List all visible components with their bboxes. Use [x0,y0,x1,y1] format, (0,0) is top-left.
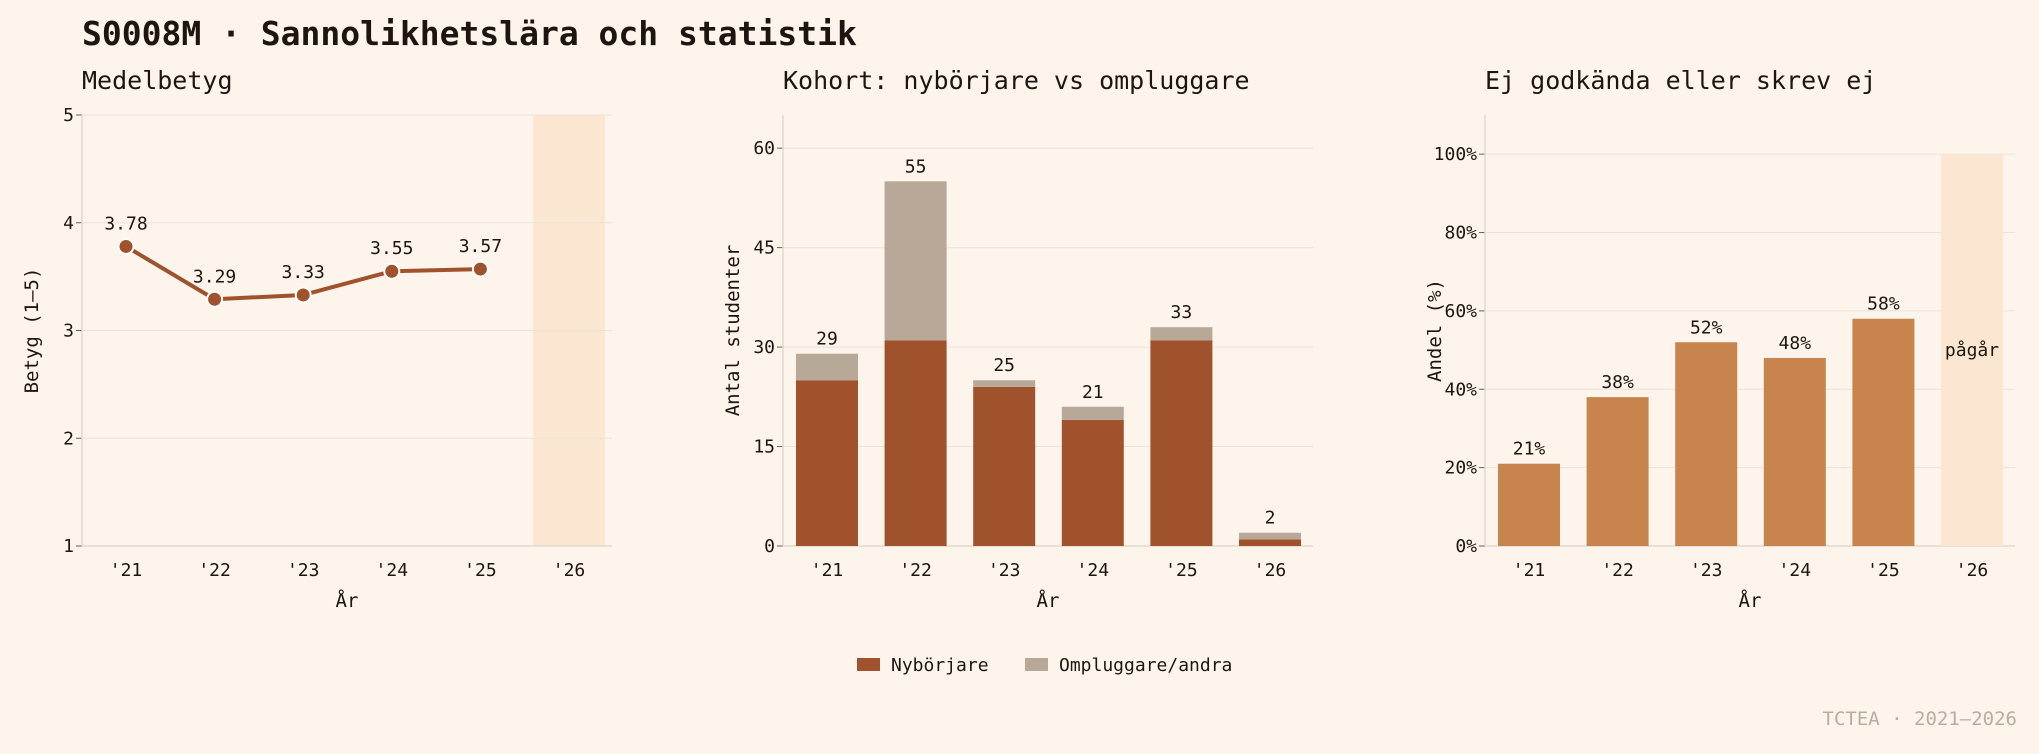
y-tick-label: 45 [753,238,775,259]
panel-title-ej-godkanda: Ej godkända eller skrev ej [1485,66,1877,95]
panel-title-kohort: Kohort: nybörjare vs ompluggare [783,66,1250,95]
y-tick-label: 100% [1434,144,1478,165]
ongoing-bar [1941,154,2003,546]
bar-fail-share [1586,397,1649,546]
bar-ompluggare [796,353,858,381]
page-title: S0008M · Sannolikhetslära och statistik [82,14,857,53]
x-tick-label: '26 [1956,560,1989,581]
x-tick-label: '25 [1867,560,1900,581]
y-tick-label: 3 [63,321,74,342]
bar-fail-share [1675,342,1738,546]
bar-total-label: 21 [1082,382,1104,403]
bar-ompluggare [1150,327,1213,341]
legend: Nybörjare Ompluggare/andra [857,655,1232,676]
x-tick-label: '23 [988,560,1021,581]
x-tick-label: '24 [1077,560,1110,581]
data-label: 3.29 [193,266,236,287]
y-tick-label: 0 [764,536,775,557]
chart-kohort: 0 15 30 45 60 '21 '22 '23 '24 '25 '26 År Antal stude… [722,115,1313,612]
y-tick-label: 0% [1455,536,1477,557]
data-point [383,262,401,280]
data-point [471,260,489,278]
bar-nyborjare [796,380,858,546]
x-tick-label: '24 [1779,560,1812,581]
y-axis-label: Andel (%) [1424,279,1446,382]
y-tick-label: 40% [1444,379,1477,400]
x-tick-label: '24 [376,560,409,581]
x-tick-label: '23 [1690,560,1723,581]
legend-label-nyborjare: Nybörjare [891,655,989,676]
x-tick-label: '26 [553,560,586,581]
bar-ompluggare [1239,532,1301,540]
bar-total-label: 29 [816,329,838,350]
bar-nyborjare [1061,420,1124,546]
bar-ompluggare [884,181,947,341]
data-point [206,290,224,308]
panel-title-medelbetyg: Medelbetyg [82,66,233,95]
data-point [294,286,312,304]
x-tick-label: '22 [899,560,932,581]
y-tick-label: 30 [753,337,775,358]
bar-nyborjare [973,386,1036,546]
bar-ompluggare [1061,406,1124,421]
legend-label-ompluggare: Ompluggare/andra [1059,655,1232,676]
data-label: 3.78 [104,213,147,234]
y-tick-label: 15 [753,437,775,458]
y-tick-label: 5 [63,105,74,126]
y-tick-label: 60 [753,138,775,159]
x-tick-label: '21 [811,560,844,581]
x-tick-label: '21 [1513,560,1546,581]
y-tick-label: 80% [1444,223,1477,244]
legend-swatch-ompluggare [1025,658,1048,671]
data-label: 3.33 [282,262,325,283]
bar-nyborjare [884,340,947,546]
y-tick-label: 2 [63,428,74,449]
bar-fail-share [1852,318,1915,546]
y-axis-label: Betyg (1–5) [21,268,43,394]
x-tick-label: '22 [198,560,231,581]
x-axis-label: År [1037,589,1060,612]
chart-medelbetyg: 1 2 3 4 5 '21 '22 '23 '24 '25 '26 År Betyg (1–5) 3.78… [21,105,612,612]
chart-ej-godkanda: 0% 20% 40% 60% 80% 100% '21 '22 '23 '24 '25 '26 År An… [1424,115,2015,612]
x-tick-label: '21 [110,560,143,581]
bar-fail-share [1763,357,1826,546]
data-label: 58% [1867,294,1900,315]
x-tick-label: '25 [1165,560,1198,581]
x-axis-label: År [336,589,359,612]
bar-total-label: 33 [1171,302,1193,323]
bar-total-label: 25 [993,355,1015,376]
data-label: 21% [1513,439,1546,460]
y-axis-label: Antal studenter [722,245,744,417]
bar-total-label: 2 [1265,508,1276,529]
bar-nyborjare [1239,539,1301,546]
bar-fail-share [1498,463,1560,546]
bar-total-label: 55 [905,156,927,177]
x-tick-label: '23 [287,560,320,581]
data-point [117,237,135,255]
data-label: 38% [1601,372,1634,393]
footer-credit: TCTEA · 2021–2026 [1822,708,2017,730]
legend-swatch-nyborjare [857,658,880,671]
y-tick-label: 4 [63,213,74,234]
data-label: 52% [1690,317,1723,338]
x-tick-label: '22 [1601,560,1634,581]
x-tick-label: '25 [464,560,497,581]
data-label: 3.55 [370,238,413,259]
y-tick-label: 1 [63,536,74,557]
y-tick-label: 20% [1444,458,1477,479]
data-label: 3.57 [459,236,502,257]
x-tick-label: '26 [1254,560,1287,581]
ongoing-label: pågår [1945,340,1999,361]
bar-nyborjare [1150,340,1213,546]
y-tick-label: 60% [1444,301,1477,322]
x-axis-label: År [1739,589,1762,612]
bar-ompluggare [973,380,1036,387]
data-label: 48% [1779,333,1812,354]
